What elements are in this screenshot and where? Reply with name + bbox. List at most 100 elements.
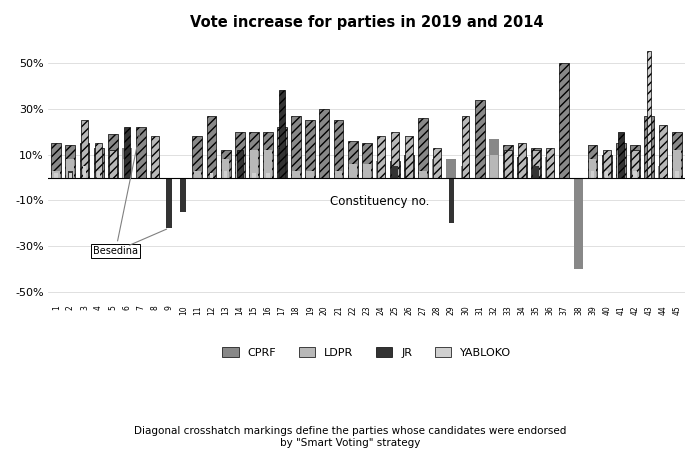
Bar bbox=[546, 148, 554, 177]
Bar bbox=[65, 145, 76, 177]
Bar bbox=[319, 109, 329, 177]
Bar bbox=[377, 136, 385, 177]
Bar bbox=[97, 170, 100, 177]
Bar bbox=[461, 166, 470, 177]
Bar bbox=[617, 154, 624, 177]
Bar bbox=[533, 166, 539, 177]
Bar bbox=[252, 173, 256, 177]
Bar bbox=[222, 159, 230, 177]
Bar bbox=[630, 145, 640, 177]
Bar bbox=[263, 132, 273, 177]
Bar bbox=[249, 132, 259, 177]
Bar bbox=[391, 132, 399, 177]
Bar bbox=[559, 63, 569, 177]
Bar bbox=[220, 150, 230, 177]
Bar bbox=[123, 159, 131, 177]
Bar bbox=[55, 173, 58, 177]
Bar bbox=[363, 164, 370, 177]
Bar bbox=[67, 170, 74, 177]
Bar bbox=[80, 143, 90, 177]
Bar bbox=[291, 116, 301, 177]
Bar bbox=[573, 177, 583, 269]
Bar bbox=[94, 148, 104, 177]
Bar bbox=[334, 120, 344, 177]
Bar bbox=[136, 127, 146, 177]
Bar bbox=[587, 145, 598, 177]
Bar bbox=[462, 116, 470, 177]
Bar bbox=[589, 159, 596, 177]
Bar bbox=[362, 143, 372, 177]
Bar bbox=[278, 148, 286, 177]
Bar bbox=[151, 136, 159, 177]
Bar bbox=[616, 143, 626, 177]
Bar bbox=[277, 127, 287, 177]
Bar bbox=[676, 170, 679, 177]
Bar bbox=[603, 150, 610, 177]
Bar bbox=[293, 170, 300, 177]
Bar bbox=[193, 136, 202, 177]
Bar bbox=[433, 148, 441, 177]
Bar bbox=[83, 166, 86, 177]
Bar bbox=[591, 170, 594, 177]
Bar bbox=[504, 150, 512, 177]
Bar bbox=[532, 150, 540, 177]
Bar bbox=[673, 150, 681, 177]
Text: Besedina: Besedina bbox=[93, 130, 141, 256]
Bar bbox=[648, 51, 651, 177]
Bar bbox=[181, 177, 186, 212]
Bar bbox=[490, 154, 498, 177]
Bar bbox=[224, 170, 228, 177]
Bar bbox=[659, 125, 667, 177]
Bar bbox=[618, 132, 624, 177]
Bar bbox=[517, 157, 527, 177]
Bar bbox=[305, 120, 315, 177]
Bar bbox=[449, 177, 454, 223]
Bar bbox=[419, 118, 428, 177]
Bar bbox=[518, 143, 526, 177]
Bar bbox=[489, 138, 498, 177]
Bar bbox=[672, 132, 682, 177]
Bar bbox=[264, 150, 272, 177]
Text: Diagonal crosshatch markings define the parties whose candidates were endorsed
b: Diagonal crosshatch markings define the … bbox=[134, 426, 566, 448]
Bar bbox=[80, 120, 88, 177]
Bar bbox=[124, 127, 130, 177]
Bar bbox=[349, 164, 356, 177]
Bar bbox=[167, 177, 172, 228]
Bar bbox=[433, 159, 442, 177]
Bar bbox=[631, 150, 639, 177]
Bar bbox=[447, 159, 456, 177]
Bar bbox=[279, 90, 285, 177]
Legend: CPRF, LDPR, JR, YABLOKO: CPRF, LDPR, JR, YABLOKO bbox=[218, 343, 516, 362]
Bar bbox=[307, 170, 314, 177]
Bar bbox=[376, 161, 386, 177]
Bar bbox=[602, 154, 612, 177]
Bar bbox=[348, 141, 358, 177]
Bar bbox=[237, 150, 242, 177]
Bar bbox=[236, 161, 244, 177]
Bar bbox=[419, 170, 427, 177]
Bar bbox=[51, 143, 61, 177]
Bar bbox=[392, 166, 398, 177]
Bar bbox=[122, 148, 132, 177]
Bar bbox=[390, 161, 400, 177]
Bar bbox=[633, 170, 637, 177]
Bar bbox=[335, 170, 342, 177]
Bar bbox=[404, 154, 414, 177]
Bar bbox=[503, 145, 513, 177]
Bar bbox=[108, 134, 118, 177]
Bar bbox=[193, 170, 202, 177]
Bar bbox=[66, 159, 74, 177]
Bar bbox=[250, 150, 258, 177]
Bar bbox=[108, 150, 117, 177]
Bar bbox=[69, 173, 72, 177]
Bar bbox=[210, 173, 214, 177]
Title: Vote increase for parties in 2019 and 2014: Vote increase for parties in 2019 and 20… bbox=[190, 15, 544, 30]
Bar bbox=[234, 132, 245, 177]
Bar bbox=[52, 170, 60, 177]
Bar bbox=[644, 116, 654, 177]
Bar bbox=[266, 173, 270, 177]
Bar bbox=[206, 116, 216, 177]
Bar bbox=[150, 170, 160, 177]
Bar bbox=[605, 170, 608, 177]
Bar bbox=[405, 136, 413, 177]
